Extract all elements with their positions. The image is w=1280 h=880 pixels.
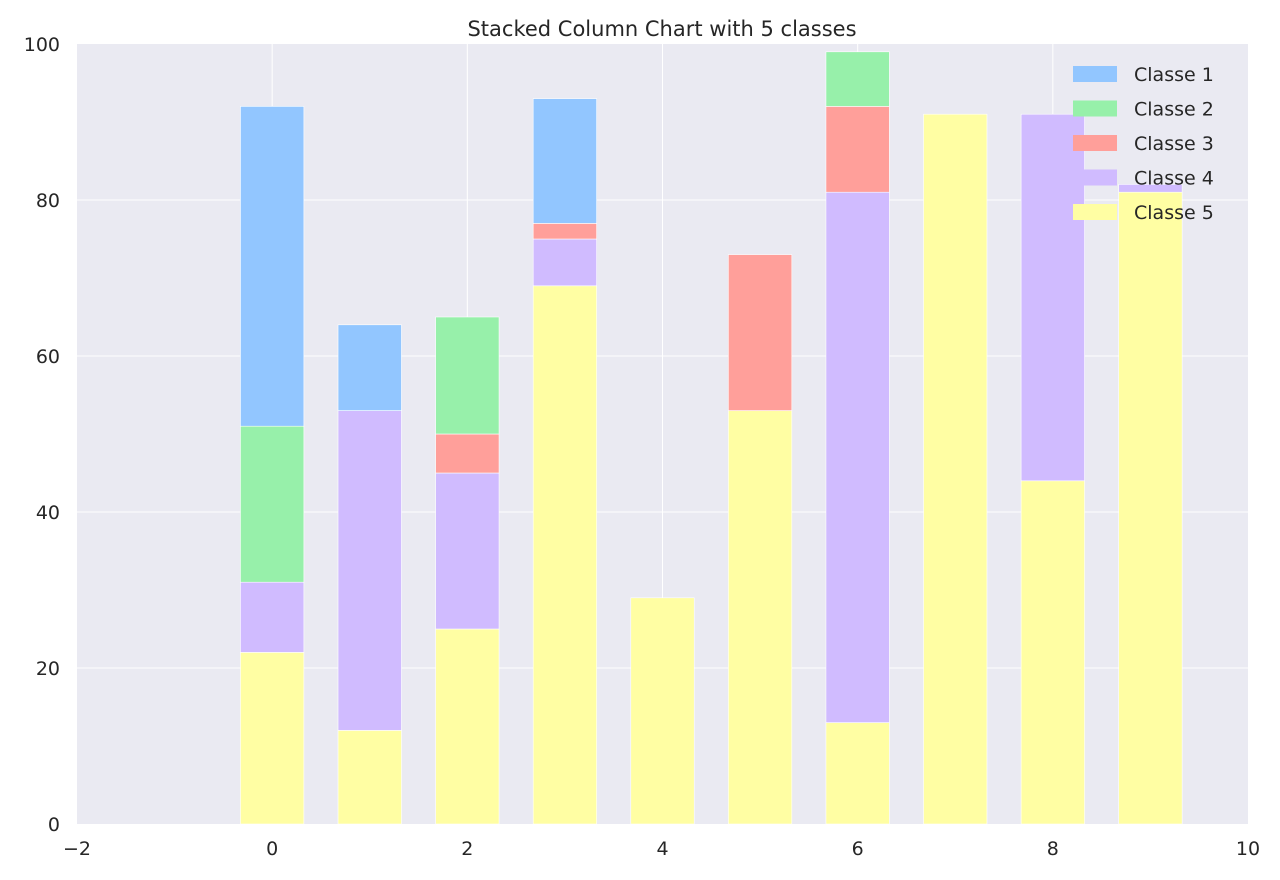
y-axis-ticks: 0 20 40 60 80 100 [24,34,60,836]
bar-classe-2-x2 [435,316,500,435]
bar-classe-1-x3 [532,98,597,224]
bar-classe-5-x9 [1118,191,1183,825]
bar-classe-5-x8 [1020,480,1085,825]
bar-classe-1-x0 [240,106,305,427]
bar-classe-4-x0 [240,581,305,653]
bar-classe-4-x8 [1020,113,1085,482]
x-axis-ticks: −2 0 2 4 6 8 10 [63,838,1260,860]
x-tick-label: 2 [461,838,473,860]
y-tick-label: 80 [36,190,60,212]
legend-label-classe-2: Classe 2 [1134,99,1214,121]
bar-classe-3-x6 [825,106,890,193]
bar-classe-4-x6 [825,191,890,723]
bar-classe-5-x3 [532,285,597,825]
x-tick-label: 0 [266,838,278,860]
y-tick-label: 0 [48,814,60,836]
bar-classe-5-x7 [923,113,988,825]
bar-classe-3-x2 [435,433,500,474]
x-tick-label: 10 [1236,838,1260,860]
x-tick-label: 4 [656,838,668,860]
bar-classe-1-x1 [337,324,402,411]
bar-classe-2-x6 [825,51,890,107]
y-tick-label: 100 [24,34,60,56]
y-tick-label: 20 [36,658,60,680]
legend: Classe 1 Classe 2 Classe 3 Classe 4 Classe 5 [1073,64,1214,224]
bar-classe-5-x6 [825,722,890,825]
bars [240,51,1183,825]
bar-classe-5-x4 [630,597,695,825]
bar-classe-4-x1 [337,410,402,731]
x-tick-label: 8 [1047,838,1059,860]
bar-classe-3-x5 [728,254,793,411]
bar-classe-4-x2 [435,472,500,630]
legend-swatch-classe-2 [1073,100,1117,117]
bar-classe-3-x3 [532,223,597,240]
bar-classe-5-x2 [435,628,500,825]
x-tick-label: 6 [852,838,864,860]
bar-classe-5-x0 [240,652,305,825]
legend-label-classe-1: Classe 1 [1134,64,1214,86]
y-tick-label: 40 [36,502,60,524]
chart-title: Stacked Column Chart with 5 classes [467,17,856,41]
legend-swatch-classe-5 [1073,204,1117,220]
bar-classe-5-x5 [728,410,793,825]
y-tick-label: 60 [36,346,60,368]
legend-swatch-classe-1 [1073,66,1117,82]
bar-classe-5-x1 [337,730,402,825]
bar-classe-4-x9 [1118,184,1183,193]
x-tick-label: −2 [63,838,91,860]
bar-classe-4-x3 [532,238,597,287]
legend-swatch-classe-3 [1073,135,1117,151]
legend-label-classe-5: Classe 5 [1134,202,1214,224]
legend-label-classe-4: Classe 4 [1134,168,1214,190]
legend-swatch-classe-4 [1073,169,1117,186]
legend-label-classe-3: Classe 3 [1134,133,1214,155]
bar-classe-2-x0 [240,425,305,583]
